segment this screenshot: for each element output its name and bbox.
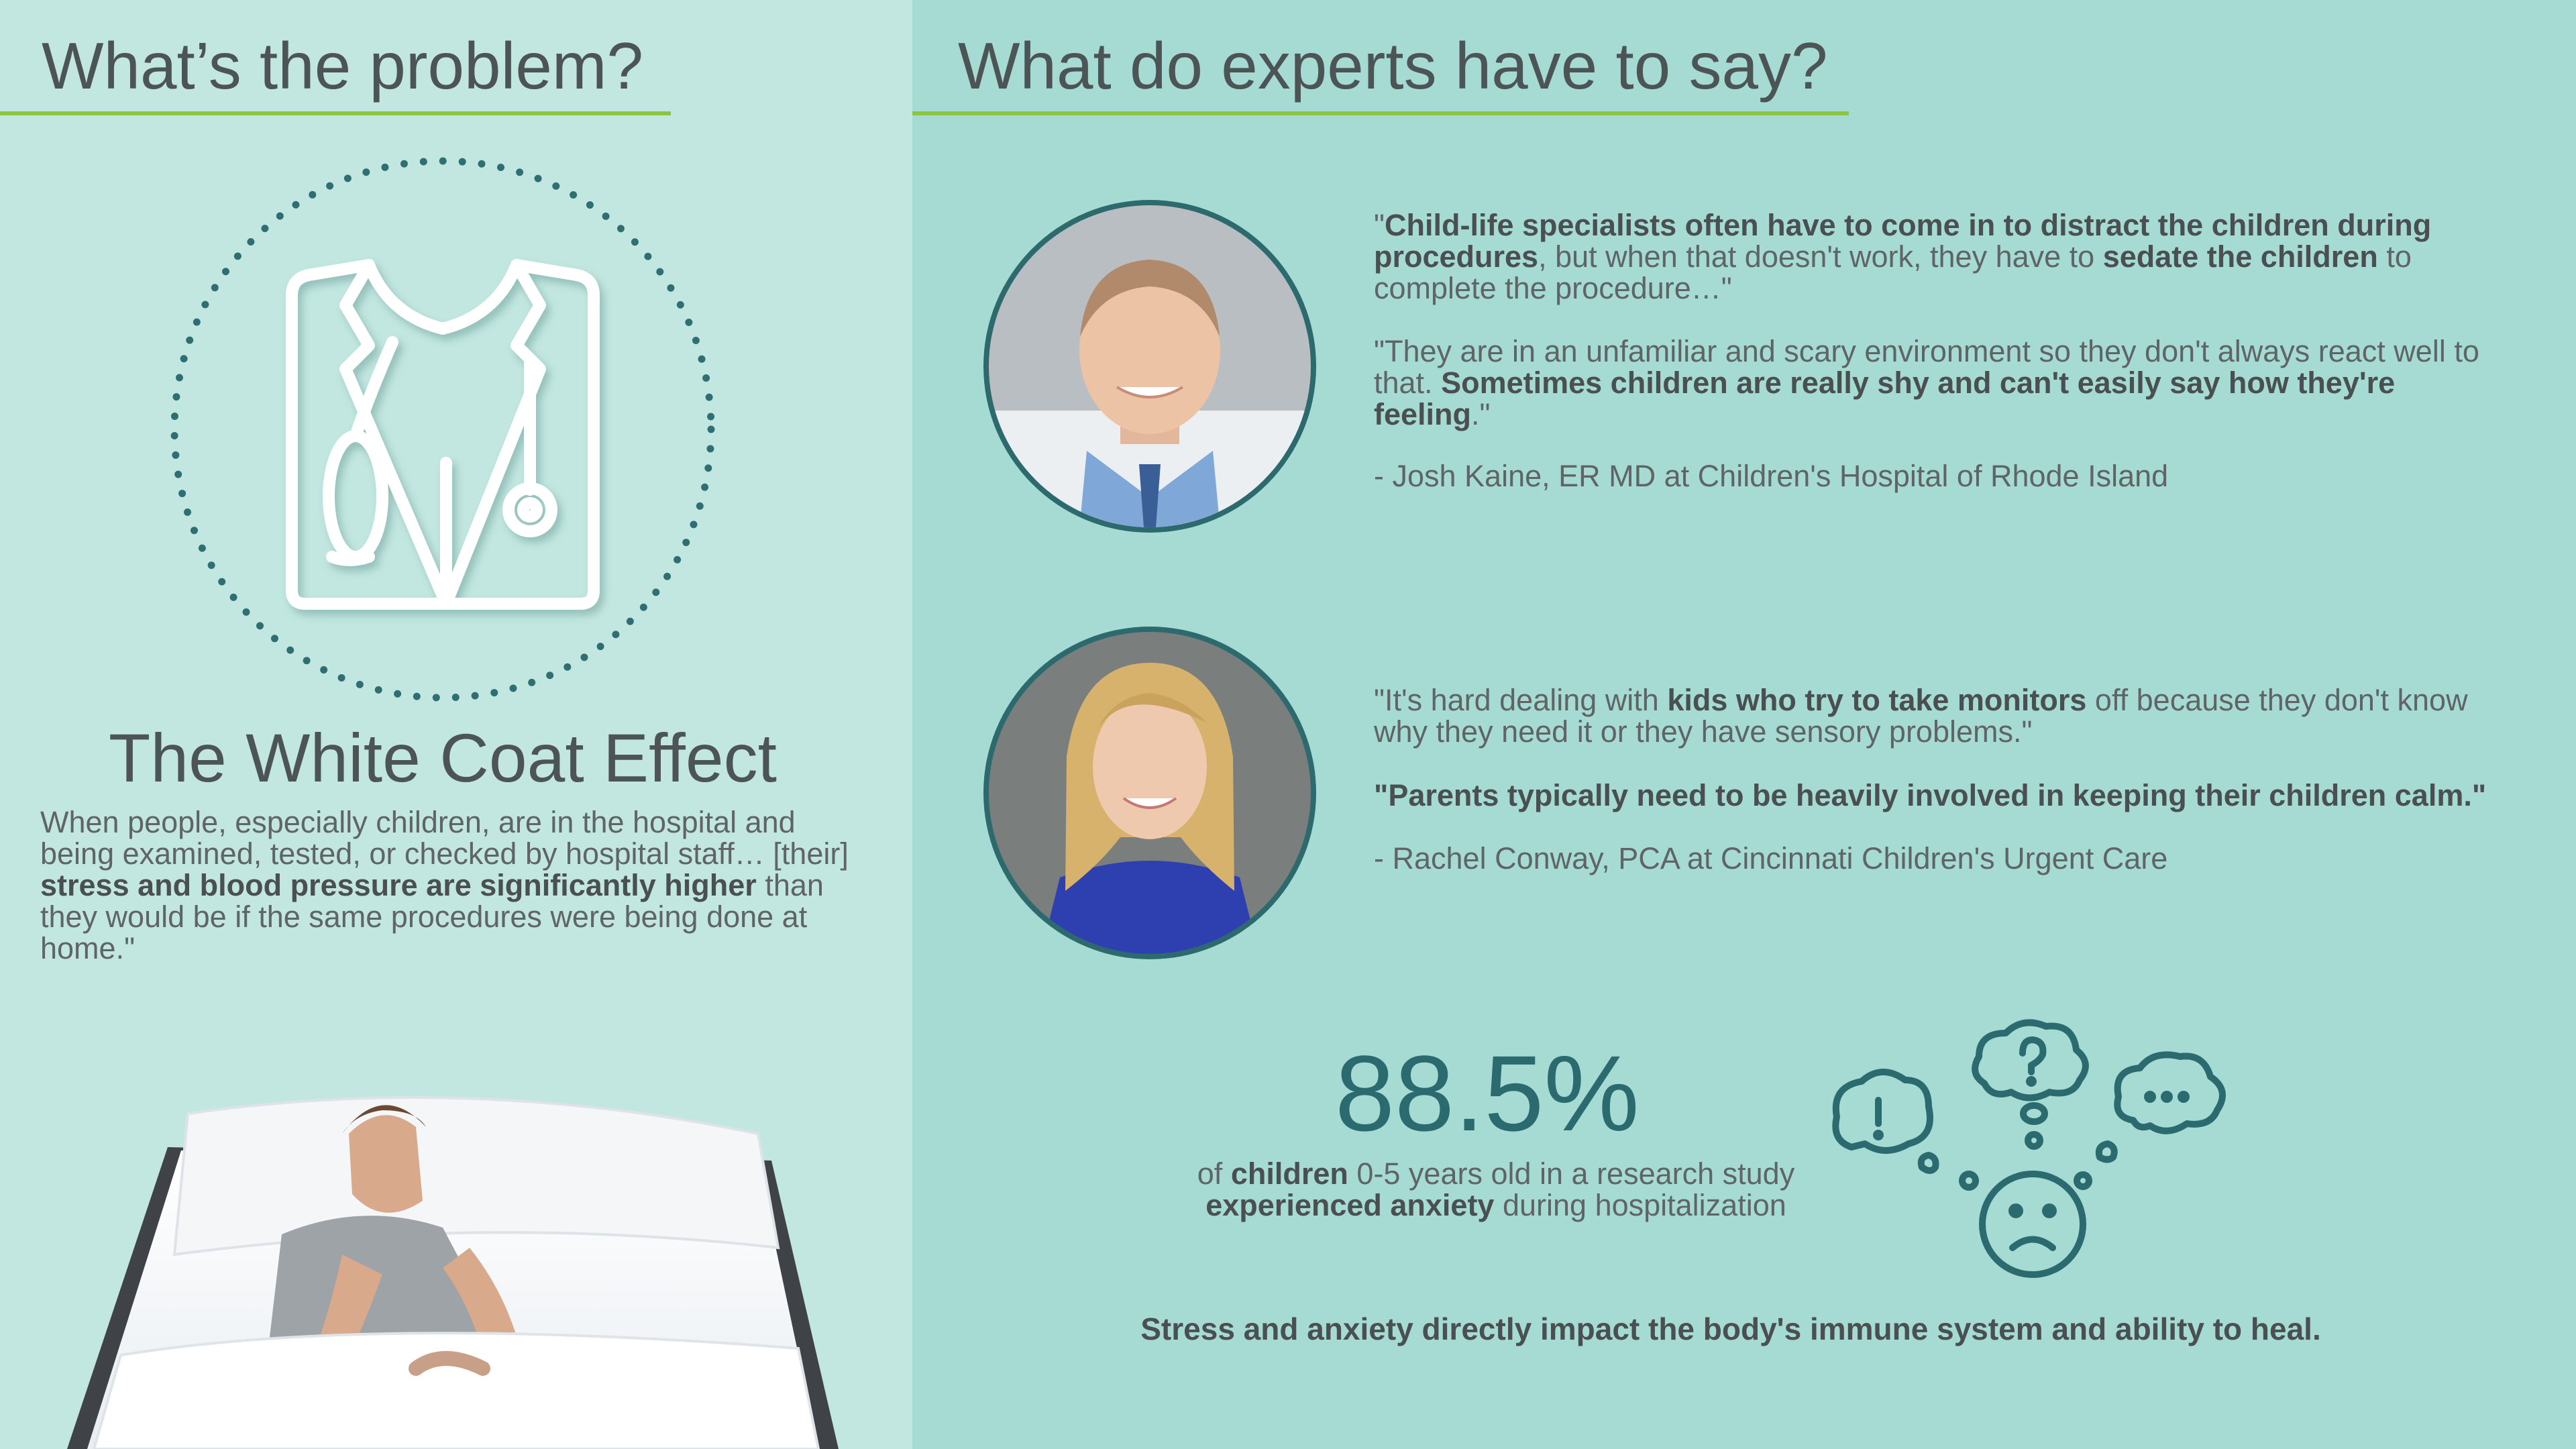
quote-text: to complete the procedure…" bbox=[1374, 239, 2412, 305]
expert1-quote-1: "Child-life specialists often have to co… bbox=[1374, 209, 2508, 304]
experts-heading: What do experts have to say? bbox=[958, 29, 1828, 103]
quote-highlight: Sometimes children are really shy and ca… bbox=[1374, 366, 2396, 431]
quote-text: "They are in an unfamiliar and scary env… bbox=[1374, 334, 2479, 400]
quote-text: ." bbox=[1471, 397, 1491, 431]
immune-system-footer: Stress and anxiety directly impact the b… bbox=[1140, 1311, 2321, 1346]
expert1-quote-2: "They are in an unfamiliar and scary env… bbox=[1374, 335, 2508, 430]
white-coat-effect-title: The White Coat Effect bbox=[109, 720, 777, 796]
quote-highlight: "Parents typically need to be heavily in… bbox=[1374, 778, 2487, 812]
stat-highlight: children bbox=[1230, 1157, 1348, 1191]
doctor-coat-stethoscope-icon bbox=[170, 157, 715, 702]
stat-highlight: experienced anxiety bbox=[1205, 1188, 1495, 1222]
quote-text: " bbox=[1374, 208, 1385, 242]
quote-highlight: Child-life specialists often have to com… bbox=[1374, 208, 2432, 274]
description-text: When people, especially children, are in… bbox=[40, 805, 849, 871]
stat-text: 0-5 years old in a research study bbox=[1348, 1157, 1795, 1191]
description-text: than they would be if the same procedure… bbox=[40, 868, 824, 965]
child-patient-in-bed-photo bbox=[67, 1096, 839, 1449]
quote-highlight: sedate the children bbox=[2102, 239, 2378, 274]
expert-portrait-josh-kaine bbox=[983, 200, 1316, 533]
expert-portrait-rachel-conway bbox=[983, 627, 1316, 959]
quote-text: "It's hard dealing with bbox=[1374, 683, 1668, 717]
anxious-face-thought-bubbles-icon bbox=[1832, 1019, 2226, 1278]
stat-text: during hospitalization bbox=[1494, 1188, 1786, 1222]
problem-heading: What’s the problem? bbox=[42, 29, 643, 103]
expert2-quote-1: "It's hard dealing with kids who try to … bbox=[1374, 684, 2508, 747]
expert1-attribution: - Josh Kaine, ER MD at Children's Hospit… bbox=[1374, 459, 2169, 493]
quote-highlight: kids who try to take monitors bbox=[1667, 683, 2087, 717]
quote-text: , but when that doesn't work, they have … bbox=[1538, 239, 2103, 274]
experts-heading-underline bbox=[912, 111, 1849, 115]
expert2-attribution: - Rachel Conway, PCA at Cincinnati Child… bbox=[1374, 841, 2168, 875]
anxiety-statistic-description: of children 0-5 years old in a research … bbox=[1140, 1158, 1851, 1221]
problem-heading-underline bbox=[0, 111, 671, 115]
stat-text: of bbox=[1197, 1157, 1231, 1191]
anxiety-statistic-value: 88.5% bbox=[1335, 1033, 1640, 1153]
quote-text: off because they don't know why they nee… bbox=[1374, 683, 2468, 749]
description-highlight: stress and blood pressure are significan… bbox=[40, 868, 757, 902]
white-coat-effect-description: When people, especially children, are in… bbox=[40, 806, 872, 964]
expert2-quote-2: "Parents typically need to be heavily in… bbox=[1374, 780, 2508, 811]
